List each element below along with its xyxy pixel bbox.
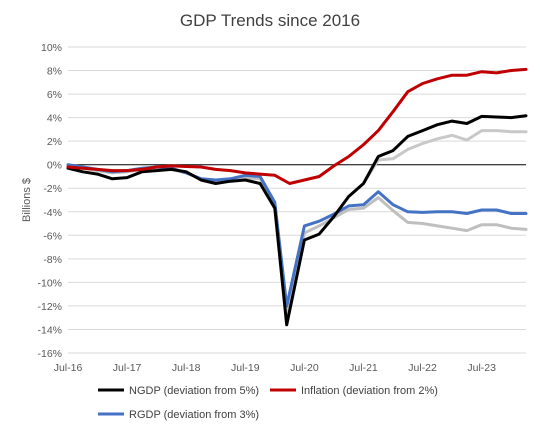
chart-title: GDP Trends since 2016 [180,11,360,30]
y-axis-label: Billions $ [21,178,33,222]
y-tick-label: -14% [37,324,62,336]
series-line-inflation [66,67,528,185]
y-tick-label: -4% [43,207,62,219]
y-tick-label: 0% [47,160,62,172]
y-tick-label: 2% [47,136,62,148]
y-axis-ticks: -16% -14% -12% -10% -8% -6% -4% -2% 0% 2% 4% 6% 8% 10… [37,42,62,360]
y-tick-label: 4% [47,113,62,125]
y-tick-label: -6% [43,230,62,242]
y-tick-label: -12% [37,301,62,313]
legend-entry: NGDP (deviation from 5%) [129,385,259,397]
x-tick-label: Jul-19 [231,362,260,374]
series-line-ngdp [66,114,528,327]
grid [68,46,526,354]
y-tick-label: -10% [37,277,62,289]
y-tick-label: -16% [37,348,62,360]
series-line-gray-4 [362,129,528,185]
x-tick-label: Jul-17 [113,362,142,374]
series-lines [66,67,528,327]
y-tick-label: 6% [47,89,62,101]
x-tick-label: Jul-22 [408,362,437,374]
x-tick-label: Jul-20 [290,362,319,374]
x-tick-label: Jul-23 [467,362,496,374]
y-tick-label: 8% [47,66,62,78]
x-tick-label: Jul-21 [349,362,378,374]
y-tick-label: -8% [43,254,62,266]
legend: NGDP (deviation from 5%) Inflation (devia… [98,385,438,421]
legend-entry: Inflation (deviation from 2%) [301,385,438,397]
x-axis-ticks: Jul-16 Jul-17 Jul-18 Jul-19 Jul-20 Jul-21 Jul-… [54,362,496,374]
y-tick-label: -2% [43,183,62,195]
x-tick-label: Jul-18 [172,362,201,374]
legend-entry: RGDP (deviation from 3%) [129,409,259,421]
y-tick-label: 10% [41,42,62,54]
x-tick-label: Jul-16 [54,362,83,374]
